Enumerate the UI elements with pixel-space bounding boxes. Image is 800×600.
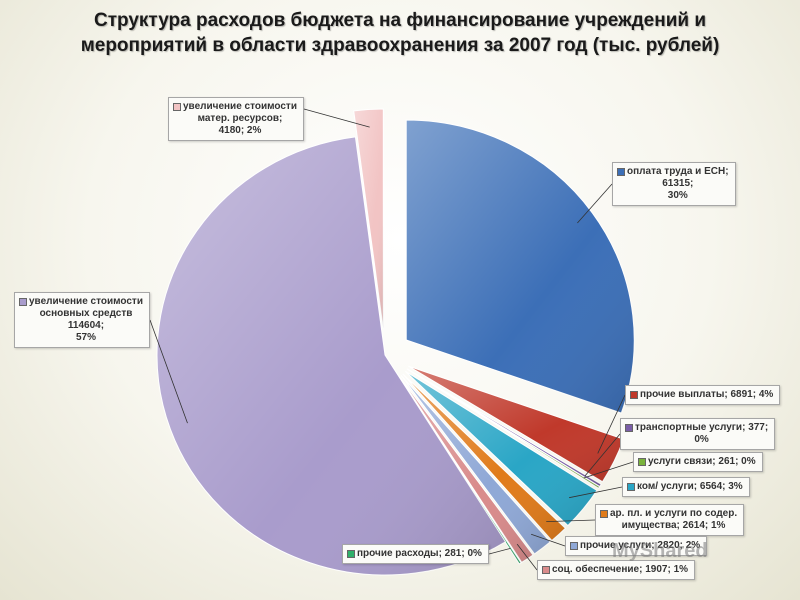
data-label: увеличение стоимости основных средств 1146… — [14, 292, 150, 348]
data-label-text: 4180; 2% — [218, 125, 262, 136]
pie-slice-shade — [405, 371, 597, 526]
leader-line — [516, 543, 538, 571]
pie-slice-shade — [399, 376, 533, 563]
label-swatch — [625, 424, 633, 432]
leader-line — [583, 461, 634, 479]
label-swatch — [600, 510, 608, 518]
label-swatch — [617, 168, 625, 176]
label-swatch — [173, 103, 181, 111]
data-label-text: оплата труда и ЕСН; — [627, 166, 729, 177]
data-label: прочие услуги; 2820; 2% — [565, 536, 708, 556]
data-label-text: 61315; — [662, 178, 694, 189]
watermark: MyShared — [612, 540, 708, 562]
data-label: соц. обеспечение; 1907; 1% — [537, 560, 696, 580]
data-label-text: ар. пл. и услуги по содер. — [610, 508, 738, 519]
label-swatch — [638, 458, 646, 466]
leader-line — [597, 394, 626, 454]
leader-line — [488, 548, 511, 555]
pie-slice-shade — [353, 109, 384, 330]
title-line-1: Структура расходов бюджета на финансиров… — [93, 10, 707, 31]
data-label-text: увеличение стоимости — [183, 101, 297, 112]
label-swatch — [19, 298, 27, 306]
label-swatch — [542, 566, 550, 574]
label-swatch — [627, 483, 635, 491]
pie-slice-shade — [157, 136, 506, 575]
leader-line — [303, 108, 370, 128]
leader-line — [577, 183, 613, 224]
data-label: увеличение стоимости матер. ресурсов; 4180… — [168, 97, 304, 141]
leader-line — [149, 319, 188, 424]
label-swatch — [570, 542, 578, 550]
data-label-text: увеличение стоимости — [29, 296, 143, 307]
leader-line — [546, 519, 596, 523]
chart-title: Структура расходов бюджета на финансиров… — [60, 8, 740, 58]
label-swatch — [630, 391, 638, 399]
pie-slice-shade — [401, 375, 551, 554]
data-label-text: услуги связи; 261; 0% — [648, 456, 756, 467]
data-label: услуги связи; 261; 0% — [633, 452, 763, 472]
pie-slice-shade — [408, 366, 624, 482]
data-label-text: 114604; — [67, 320, 105, 331]
data-label: транспортные услуги; 377; 0% — [620, 418, 776, 450]
data-label-text: ком/ услуги; 6564; 3% — [637, 481, 743, 492]
pie-slice-shade — [406, 368, 600, 489]
data-label-text: 30% — [667, 190, 688, 201]
data-label-text: транспортные услуги; 377; — [635, 422, 769, 433]
data-label-text: прочие расходы; 281; 0% — [357, 548, 482, 559]
data-label-text: прочие выплаты; 6891; 4% — [640, 389, 774, 400]
data-label: ар. пл. и услуги по содер. имущества; 261… — [595, 504, 745, 536]
label-swatch — [347, 550, 355, 558]
data-label: прочие выплаты; 6891; 4% — [625, 385, 781, 405]
pie-slice-shade — [406, 119, 635, 413]
data-label-text: 57% — [75, 332, 96, 343]
leader-line — [569, 486, 623, 499]
data-label: ком/ услуги; 6564; 3% — [622, 477, 750, 497]
data-label-text: имущества; 2614; 1% — [621, 520, 726, 531]
data-label-text: матер. ресурсов; — [197, 113, 283, 124]
data-label-text: 0% — [694, 434, 709, 445]
data-label-text: основных средств — [39, 308, 133, 319]
pie-slice-shade — [402, 373, 566, 541]
leader-line — [531, 533, 566, 547]
data-label: оплата труда и ЕСН; 61315; 30% — [612, 162, 736, 206]
title-line-2: мероприятий в области здравоохранения за… — [80, 35, 720, 56]
data-label-text: соц. обеспечение; 1907; 1% — [552, 564, 689, 575]
data-label-text: прочие услуги; 2820; 2% — [580, 540, 701, 551]
data-label: прочие расходы; 281; 0% — [342, 544, 489, 564]
leader-line — [584, 433, 621, 477]
